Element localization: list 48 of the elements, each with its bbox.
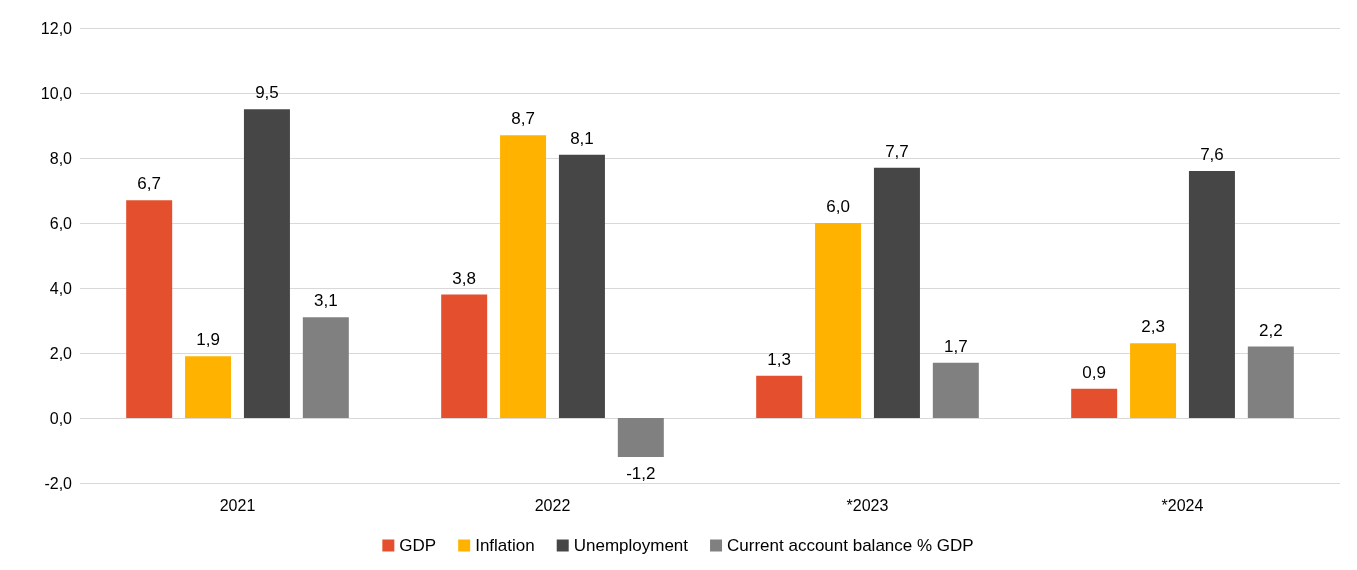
y-tick-label: 4,0 <box>49 279 73 297</box>
y-tick-label: -2,0 <box>44 474 73 492</box>
bar <box>243 109 290 418</box>
data-label: 1,3 <box>767 349 791 369</box>
data-label: 2,2 <box>1259 320 1283 340</box>
bar <box>1130 343 1177 418</box>
data-label: 8,7 <box>511 109 535 129</box>
bar <box>558 154 605 418</box>
bar <box>1071 388 1118 418</box>
data-label: 7,6 <box>1200 145 1224 164</box>
legend-label: Current account balance % GDP <box>727 536 974 555</box>
data-label: 8,1 <box>570 128 594 148</box>
x-tick-label: 2021 <box>219 496 256 514</box>
legend-label: Inflation <box>475 536 535 555</box>
data-label: 7,7 <box>885 141 909 161</box>
x-tick-label: 2022 <box>534 496 571 514</box>
bar <box>441 294 488 418</box>
bar <box>126 200 173 418</box>
bar <box>932 362 979 418</box>
data-label: 3,8 <box>452 268 476 288</box>
bar <box>185 356 232 418</box>
bar <box>873 167 920 418</box>
bar <box>500 135 547 418</box>
x-tick-label: *2024 <box>1161 496 1204 514</box>
data-label: 3,1 <box>314 291 338 311</box>
legend-label: GDP <box>399 536 437 555</box>
y-tick-label: 8,0 <box>49 149 73 167</box>
bar <box>1188 171 1235 418</box>
y-tick-label: 0,0 <box>49 409 73 427</box>
bar <box>617 418 664 457</box>
bar <box>1247 346 1294 418</box>
data-label: 1,9 <box>196 330 220 350</box>
data-label: -1,2 <box>626 464 656 483</box>
y-tick-label: 2,0 <box>49 344 73 362</box>
bar <box>756 375 803 418</box>
data-label: 0,9 <box>1082 362 1106 382</box>
legend-label: Unemployment <box>573 536 689 555</box>
bar <box>815 223 862 418</box>
data-label: 2,3 <box>1141 317 1165 337</box>
y-tick-label: 10,0 <box>40 84 73 102</box>
data-label: 9,5 <box>255 83 279 103</box>
y-tick-label: 6,0 <box>49 214 73 232</box>
data-label: 6,0 <box>826 197 850 216</box>
y-tick-label: 12,0 <box>40 19 73 37</box>
data-label: 6,7 <box>137 174 161 194</box>
data-label: 1,7 <box>944 336 968 356</box>
bar <box>302 317 349 418</box>
x-tick-label: *2023 <box>846 496 889 514</box>
